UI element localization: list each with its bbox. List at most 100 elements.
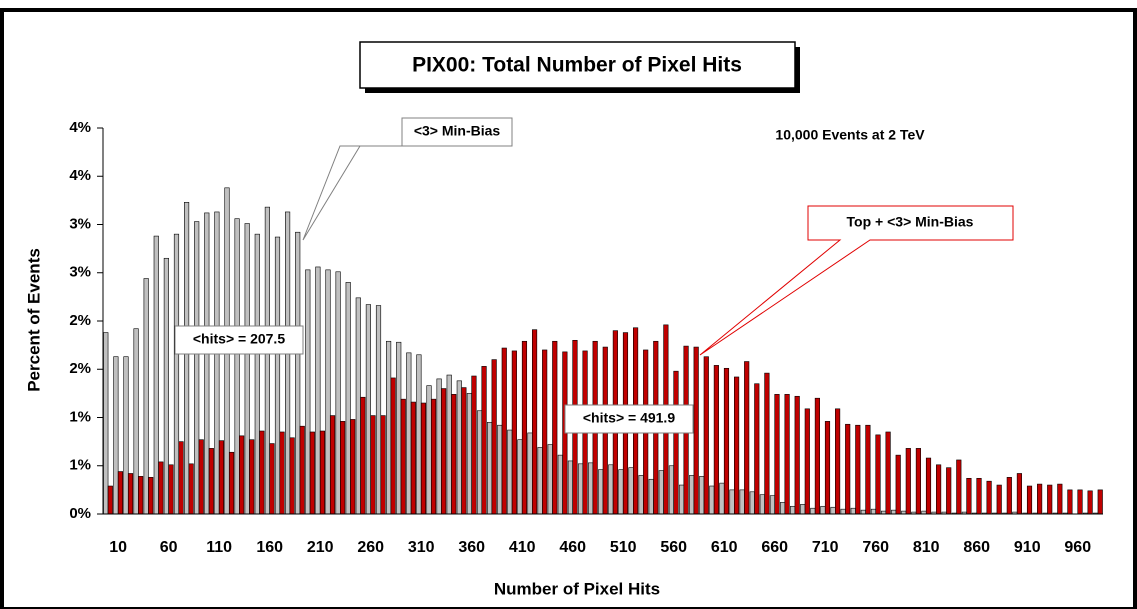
bar	[673, 370, 679, 515]
x-tick-label: 110	[206, 539, 232, 556]
bar	[487, 422, 493, 515]
bar	[1037, 483, 1043, 515]
bar	[264, 206, 270, 515]
x-tick-label: 810	[913, 539, 940, 556]
bar	[410, 401, 416, 515]
bar	[103, 332, 109, 515]
bar	[713, 365, 719, 515]
bar	[547, 444, 553, 515]
bar	[779, 502, 786, 515]
bar	[396, 341, 402, 515]
bar	[689, 475, 695, 515]
bar	[678, 484, 685, 515]
bar	[295, 231, 301, 515]
x-axis-label: Number of Pixel Hits	[494, 579, 660, 598]
bar	[461, 387, 467, 515]
bar	[749, 491, 755, 515]
bar	[299, 425, 305, 515]
bar	[865, 424, 871, 515]
bar	[471, 375, 477, 515]
bar	[1047, 484, 1053, 515]
y-tick-label: 3%	[69, 264, 91, 281]
bar	[830, 506, 836, 515]
bar	[329, 415, 336, 515]
bar	[198, 439, 204, 515]
bar	[188, 463, 194, 515]
bar	[305, 269, 311, 515]
bar	[325, 269, 331, 515]
bar	[759, 494, 765, 515]
x-tick-label: 260	[357, 539, 384, 556]
bar	[567, 460, 573, 515]
bar	[269, 443, 275, 515]
bar	[420, 402, 427, 515]
bar	[335, 271, 341, 515]
bar	[986, 480, 992, 515]
x-tick-label: 710	[812, 539, 839, 556]
bar	[430, 398, 437, 515]
bar	[380, 415, 386, 515]
annotation-box	[174, 325, 304, 355]
bar	[249, 439, 255, 515]
bar	[527, 432, 533, 515]
bar	[860, 509, 866, 515]
annotation-box	[564, 404, 694, 434]
x-tick-label: 60	[160, 539, 178, 556]
bar	[794, 395, 800, 515]
x-tick-label: 360	[458, 539, 485, 556]
x-tick-label: 660	[761, 539, 788, 556]
bar	[1077, 489, 1083, 515]
y-tick-label: 1%	[69, 408, 91, 425]
bar	[804, 408, 810, 515]
bar	[184, 202, 190, 515]
bar	[936, 464, 942, 515]
bar	[588, 462, 594, 515]
x-tick-label: 210	[307, 539, 334, 556]
bar	[693, 346, 699, 515]
bar	[476, 410, 483, 515]
bar	[800, 504, 806, 515]
x-tick-label: 860	[963, 539, 990, 556]
bar	[153, 235, 159, 515]
bar	[350, 419, 356, 515]
bar	[537, 447, 543, 515]
bar	[239, 435, 245, 515]
bar	[365, 304, 371, 515]
bar	[340, 421, 346, 515]
y-tick-label: 1%	[69, 457, 91, 474]
bar	[1016, 473, 1022, 515]
bar	[870, 508, 877, 515]
bar	[885, 431, 891, 515]
bar	[1097, 489, 1103, 515]
bar	[123, 356, 129, 515]
bar	[446, 374, 452, 515]
bar	[315, 266, 321, 515]
bar	[790, 505, 796, 515]
bar	[481, 366, 487, 515]
callout-top	[699, 205, 1014, 356]
bar	[905, 448, 911, 515]
bar	[891, 509, 897, 515]
bar	[400, 398, 406, 515]
bar	[355, 297, 361, 515]
bar	[501, 347, 507, 515]
bar	[1006, 477, 1012, 515]
x-tick-label: 610	[711, 539, 738, 556]
bar	[370, 415, 376, 515]
x-tick-label: 10	[109, 539, 127, 556]
bar	[769, 495, 776, 515]
bar	[133, 328, 139, 515]
bar	[1067, 489, 1073, 515]
annotation: <hits> = 207.5	[193, 331, 285, 347]
bar	[426, 385, 432, 515]
bar	[436, 378, 442, 515]
bar	[143, 278, 149, 515]
bar	[810, 507, 816, 515]
bar	[703, 356, 709, 515]
bar	[820, 505, 826, 515]
bar	[1087, 490, 1093, 515]
bar	[228, 451, 235, 515]
bar	[925, 457, 932, 515]
bar	[628, 467, 634, 515]
bar	[406, 352, 412, 515]
